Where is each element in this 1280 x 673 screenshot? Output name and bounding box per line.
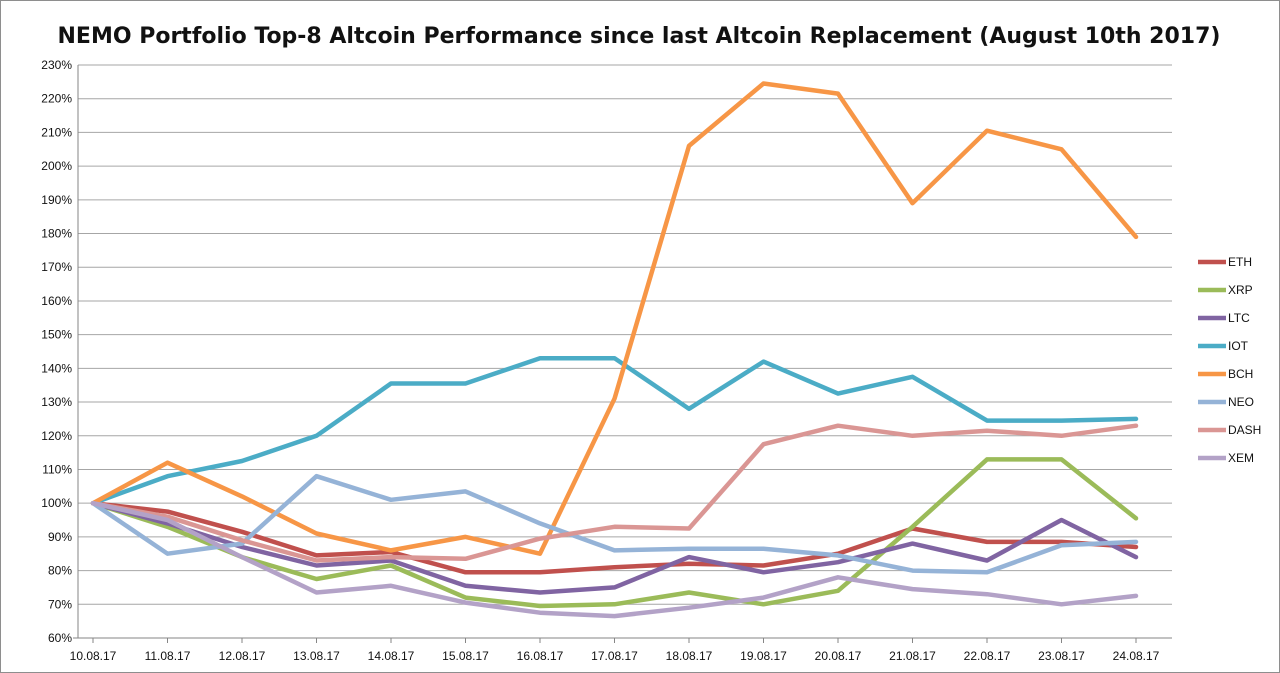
legend-label-iot: IOT (1228, 339, 1249, 353)
series-line-eth (90, 500, 1139, 575)
series-lines (90, 81, 1139, 619)
x-tick-label: 12.08.17 (219, 649, 266, 663)
x-tick-label: 10.08.17 (70, 649, 117, 663)
chart-title: NEMO Portfolio Top-8 Altcoin Performance… (57, 24, 1221, 49)
y-tick-label: 160% (41, 294, 72, 308)
y-tick-label: 120% (41, 429, 72, 443)
legend-label-xrp: XRP (1228, 283, 1253, 297)
y-axis-tick-labels: 60% 70% 80% 90% 100% 110% 120% 130% 140% 150% 160%… (41, 58, 72, 645)
y-tick-label: 70% (48, 597, 72, 611)
y-tick-label: 110% (42, 462, 72, 476)
x-tick-label: 11.08.17 (145, 649, 191, 663)
series-line-bch (90, 81, 1139, 556)
y-tick-label: 130% (41, 395, 72, 409)
y-tick-label: 170% (41, 260, 72, 274)
series-line-iot (90, 355, 1139, 506)
series-line-ltc (90, 500, 1139, 595)
legend-label-eth: ETH (1228, 255, 1252, 269)
x-tick-label: 24.08.17 (1113, 649, 1160, 663)
x-tick-label: 14.08.17 (368, 649, 415, 663)
legend-label-dash: DASH (1228, 423, 1261, 437)
legend-label-neo: NEO (1228, 395, 1254, 409)
legend-label-xem: XEM (1228, 451, 1254, 465)
y-tick-label: 210% (41, 125, 72, 139)
x-tick-label: 13.08.17 (293, 649, 340, 663)
y-tick-label: 150% (41, 328, 72, 342)
y-tick-label: 100% (41, 496, 72, 510)
legend: ETH XRP LTC IOT BCH NEO DASH XEM (1198, 255, 1261, 465)
series-line-dash (90, 423, 1139, 563)
x-tick-label: 19.08.17 (740, 649, 787, 663)
y-tick-label: 80% (48, 564, 72, 578)
y-tick-label: 60% (48, 631, 72, 645)
x-tick-label: 22.08.17 (964, 649, 1011, 663)
y-tick-label: 200% (41, 159, 72, 173)
grid-lines (78, 64, 1172, 605)
x-tick-label: 17.08.17 (591, 649, 638, 663)
series-line-neo (90, 473, 1139, 575)
y-tick-label: 220% (41, 92, 72, 106)
y-tick-label: 230% (41, 58, 72, 72)
legend-label-ltc: LTC (1228, 311, 1250, 325)
x-tick-label: 18.08.17 (666, 649, 713, 663)
y-tick-label: 140% (41, 361, 72, 375)
y-tick-label: 90% (48, 530, 72, 544)
y-tick-label: 180% (41, 227, 72, 241)
x-tick-label: 15.08.17 (442, 649, 489, 663)
x-tick-label: 23.08.17 (1038, 649, 1085, 663)
y-tick-label: 190% (41, 193, 72, 207)
legend-label-bch: BCH (1228, 367, 1253, 381)
x-tick-label: 20.08.17 (815, 649, 862, 663)
x-tick-label: 21.08.17 (889, 649, 936, 663)
axes (73, 65, 1172, 643)
x-axis-tick-labels: 10.08.17 11.08.17 12.08.17 13.08.17 14.08.17… (70, 649, 1160, 663)
series-line-xem (90, 500, 1139, 619)
series-line-xrp (90, 457, 1139, 609)
x-tick-label: 16.08.17 (517, 649, 564, 663)
